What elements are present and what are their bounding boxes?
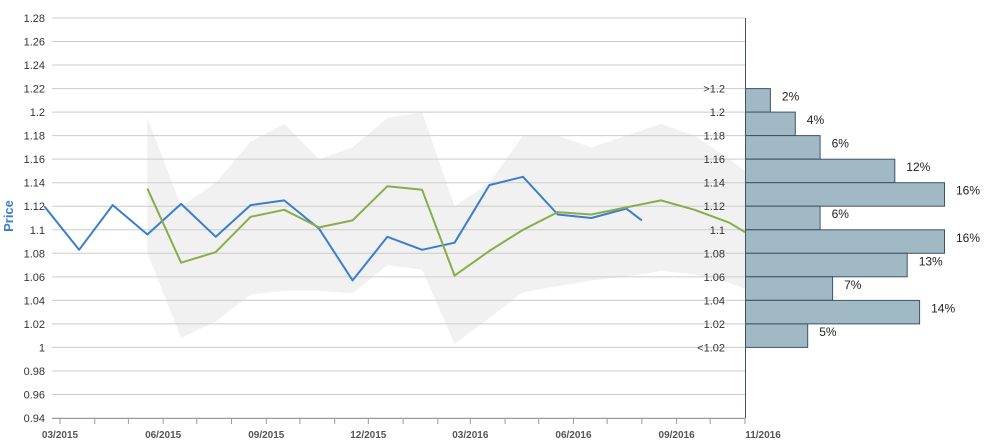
y-tick-label: 1.24 bbox=[24, 60, 45, 72]
distribution-bin-label: 1.08 bbox=[704, 248, 725, 260]
distribution-bin-label: 1.14 bbox=[704, 178, 725, 190]
distribution-pct-label: 6% bbox=[832, 137, 850, 151]
x-tick-label: 06/2016 bbox=[555, 430, 592, 441]
distribution-bin-label: 1.02 bbox=[704, 319, 725, 331]
distribution-bar bbox=[745, 135, 821, 160]
y-axis-ticks: 0.94 0.96 0.98 1 1.02 1.04 1.06 1.08 1.1 1.12 1.14… bbox=[24, 13, 45, 425]
forecast-band bbox=[147, 112, 745, 344]
y-axis-title: Price bbox=[1, 200, 16, 232]
distribution-pct-label: 6% bbox=[832, 207, 850, 221]
distribution-pct-label: 7% bbox=[844, 278, 862, 292]
y-tick-label: 0.98 bbox=[24, 366, 45, 378]
y-tick-label: 1.22 bbox=[24, 84, 45, 96]
y-tick-label: 1.08 bbox=[24, 248, 45, 260]
x-tick-label: 09/2015 bbox=[248, 430, 285, 441]
y-tick-label: 1.06 bbox=[24, 272, 45, 284]
distribution-bar bbox=[745, 299, 921, 325]
x-tick-label: 09/2016 bbox=[659, 430, 696, 441]
y-tick-label: 1.02 bbox=[24, 319, 45, 331]
distribution-bin-label: 1.06 bbox=[704, 272, 725, 284]
distribution-pct-label: 16% bbox=[956, 184, 980, 198]
distribution-pct-label: 5% bbox=[819, 325, 837, 339]
y-tick-label: 1.28 bbox=[24, 13, 45, 25]
distribution-pct-label: 14% bbox=[931, 301, 955, 315]
distribution-bin-label: 1.12 bbox=[704, 201, 725, 213]
historical-series-line bbox=[43, 175, 643, 282]
distribution-bin-label: 1.16 bbox=[704, 154, 725, 166]
distribution-histogram: >1.2 2% 1.2 4% 1.18 6% 1.16 12% 1.14 16% 1.12 6% 1.1… bbox=[697, 84, 980, 355]
distribution-pct-label: 16% bbox=[956, 231, 980, 245]
distribution-bar bbox=[745, 158, 896, 184]
y-tick-label: 0.96 bbox=[24, 389, 45, 401]
y-tick-label: 1.16 bbox=[24, 154, 45, 166]
distribution-bar bbox=[745, 252, 908, 278]
y-tick-label: 1 bbox=[39, 342, 45, 354]
distribution-pct-label: 12% bbox=[906, 160, 930, 174]
confidence-band bbox=[147, 112, 745, 344]
distribution-bin-label: <1.02 bbox=[697, 342, 725, 354]
distribution-bin-label: 1.18 bbox=[704, 131, 725, 143]
x-tick-label: 03/2016 bbox=[452, 430, 489, 441]
distribution-bin-label: >1.2 bbox=[703, 84, 725, 96]
series-lines bbox=[43, 175, 746, 282]
forecast-series-line bbox=[146, 185, 746, 277]
y-tick-label: 0.94 bbox=[24, 413, 45, 425]
distribution-bar bbox=[745, 276, 834, 301]
distribution-bar bbox=[745, 111, 796, 137]
distribution-bin-label: 1.2 bbox=[710, 107, 725, 119]
distribution-bar bbox=[745, 182, 945, 207]
x-tick-label: 03/2015 bbox=[42, 430, 79, 441]
distribution-pct-label: 2% bbox=[782, 90, 800, 104]
x-tick-label: 11/2016 bbox=[745, 430, 781, 441]
y-tick-label: 1.14 bbox=[24, 178, 45, 190]
y-tick-label: 1.18 bbox=[24, 131, 45, 143]
y-tick-label: 1.2 bbox=[30, 107, 45, 119]
x-axis-ticks: 03/2015 06/2015 09/2015 12/2015 03/2016 06/20… bbox=[42, 418, 781, 441]
distribution-pct-label: 4% bbox=[807, 113, 825, 127]
y-tick-label: 1.1 bbox=[30, 225, 45, 237]
y-tick-label: 1.04 bbox=[24, 295, 45, 307]
y-tick-label: 1.26 bbox=[24, 37, 45, 49]
distribution-bin-label: 1.04 bbox=[704, 295, 725, 307]
x-tick-label: 06/2015 bbox=[145, 430, 182, 441]
y-tick-label: 1.12 bbox=[24, 201, 45, 213]
x-tick-label: 12/2015 bbox=[350, 430, 387, 441]
distribution-bar bbox=[745, 229, 945, 254]
distribution-bin-label: 1.1 bbox=[710, 225, 725, 237]
distribution-pct-label: 13% bbox=[919, 254, 943, 268]
gridlines bbox=[52, 17, 745, 419]
distribution-bar bbox=[745, 88, 771, 113]
distribution-bar bbox=[745, 205, 821, 231]
distribution-bar bbox=[745, 323, 809, 348]
